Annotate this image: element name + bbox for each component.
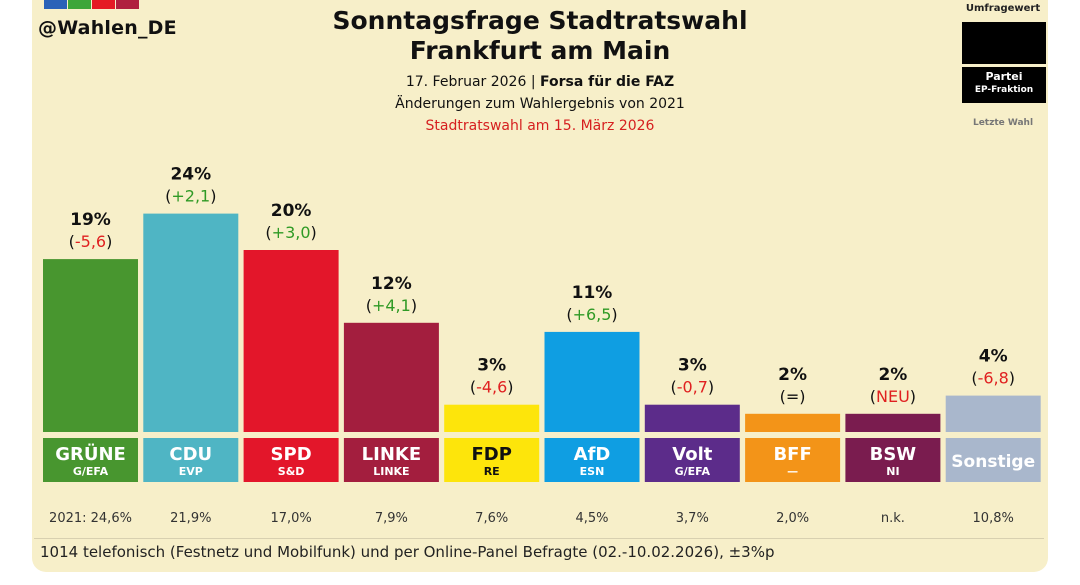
legend-party-swatch: Partei EP-Fraktion: [962, 67, 1046, 103]
poll-info: 17. Februar 2026 | Forsa für die FAZ: [200, 74, 880, 90]
party-name: LINKE: [362, 444, 421, 465]
change-label: (+2,1): [165, 187, 216, 206]
change-note: Änderungen zum Wahlergebnis von 2021: [395, 96, 685, 112]
change-label: (+4,1): [366, 296, 417, 315]
change-label: (+6,5): [566, 305, 617, 324]
party-group: RE: [484, 465, 500, 478]
legend-value-swatch: [962, 22, 1046, 64]
party-label-box: [343, 438, 439, 482]
chart-title-city: Frankfurt am Main: [409, 36, 671, 65]
election-note: Stadtratswahl am 15. März 2026: [425, 118, 655, 134]
methodology-note: 1014 telefonisch (Festnetz und Mobilfunk…: [40, 543, 775, 561]
party-group: G/EFA: [73, 465, 109, 478]
bar-spd: [243, 250, 339, 432]
brand-stripe: [92, 0, 115, 9]
party-name: FDP: [471, 444, 511, 465]
party-name: GRÜNE: [55, 443, 126, 465]
legend: Umfragewert Partei EP-Fraktion Letzte Wa…: [958, 0, 1048, 140]
value-label: 3%: [477, 356, 506, 376]
last-election-value: 17,0%: [270, 511, 311, 526]
poll-separator: |: [526, 74, 540, 90]
pollster: Forsa für die FAZ: [540, 74, 675, 90]
change-label: (-6,8): [971, 369, 1015, 388]
party-label-box: [644, 438, 740, 482]
legend-title: Umfragewert: [965, 3, 1041, 14]
last-election-value: 4,5%: [575, 511, 608, 526]
party-label-box: [243, 438, 339, 482]
bar-grüne: [43, 259, 138, 432]
party-label-box: [43, 438, 138, 482]
bar-fdp: [444, 404, 540, 432]
bar-cdu: [143, 213, 239, 432]
value-label: 19%: [70, 210, 111, 230]
party-label-box: [444, 438, 540, 482]
bar-bsw: [845, 413, 941, 432]
change-label: (-0,7): [670, 378, 714, 397]
change-label: (+3,0): [265, 223, 316, 242]
bar-volt: [644, 404, 740, 432]
party-label-box: [143, 438, 239, 482]
party-label-box: [745, 438, 841, 482]
value-label: 12%: [371, 274, 412, 294]
change-label: (-5,6): [69, 232, 113, 251]
party-group: LINKE: [373, 465, 409, 478]
party-group: —: [787, 465, 798, 478]
poll-date: 17. Februar 2026: [405, 74, 527, 90]
value-label: 2%: [878, 365, 907, 385]
legend-group-label: EP-Fraktion: [974, 85, 1034, 95]
value-label: 24%: [170, 165, 211, 185]
party-group: NI: [886, 465, 899, 478]
last-election-value: 21,9%: [170, 511, 211, 526]
value-label: 20%: [271, 201, 312, 221]
brand-stripes: [44, 0, 140, 9]
party-name: Sonstige: [951, 452, 1035, 472]
legend-party-label: Partei: [985, 70, 1023, 83]
last-election-value: 7,6%: [475, 511, 508, 526]
account-handle: @Wahlen_DE: [38, 17, 177, 39]
value-label: 11%: [572, 283, 613, 303]
legend-last-election: Letzte Wahl: [972, 118, 1034, 128]
party-group: G/EFA: [675, 465, 711, 478]
party-label-box: [544, 438, 640, 482]
party-group: ESN: [580, 465, 605, 478]
party-label-box: [845, 438, 941, 482]
brand-stripe: [44, 0, 67, 9]
party-group: S&D: [278, 465, 305, 478]
chart-title: Sonntagsfrage Stadtratswahl: [332, 6, 748, 35]
brand-stripe: [68, 0, 91, 9]
bar-linke: [343, 322, 439, 432]
value-label: 2%: [778, 365, 807, 385]
last-election-value: n.k.: [881, 511, 905, 526]
party-label-box: [945, 438, 1041, 482]
value-label: 3%: [678, 356, 707, 376]
change-label: (=): [780, 387, 806, 406]
bar-sonstige: [945, 395, 1041, 432]
bar-afd: [544, 331, 640, 432]
party-group: EVP: [179, 465, 203, 478]
party-name: CDU: [169, 444, 212, 465]
party-name: BFF: [773, 444, 811, 465]
footer: 1014 telefonisch (Festnetz und Mobilfunk…: [34, 538, 1044, 569]
brand-stripe: [116, 0, 139, 9]
change-label: (NEU): [870, 387, 916, 406]
last-election-value: 2,0%: [776, 511, 809, 526]
change-label: (-4,6): [470, 378, 514, 397]
party-name: BSW: [870, 444, 917, 465]
last-election-value: 2021: 24,6%: [49, 511, 132, 526]
last-election-value: 7,9%: [375, 511, 408, 526]
party-name: AfD: [574, 444, 611, 465]
last-election-value: 3,7%: [676, 511, 709, 526]
party-name: SPD: [271, 444, 312, 465]
value-label: 4%: [979, 347, 1008, 367]
bar-bff: [745, 413, 841, 432]
party-name: Volt: [672, 444, 712, 465]
last-election-value: 10,8%: [973, 511, 1014, 526]
